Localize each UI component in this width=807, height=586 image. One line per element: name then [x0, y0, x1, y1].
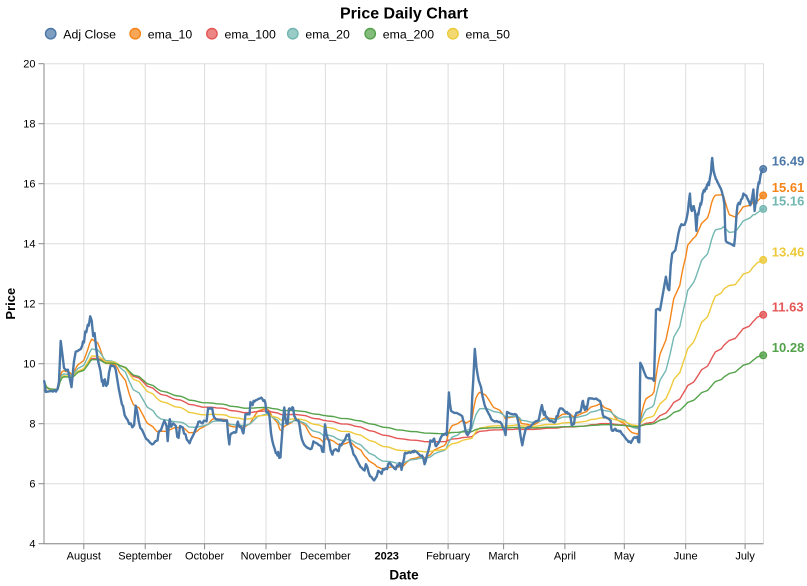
svg-text:September: September	[118, 551, 172, 563]
svg-text:10.28: 10.28	[772, 340, 805, 355]
svg-text:16.49: 16.49	[772, 154, 805, 169]
svg-text:ema_100: ema_100	[225, 28, 276, 42]
svg-text:October: October	[185, 551, 224, 563]
svg-text:12: 12	[23, 299, 35, 311]
svg-text:11.63: 11.63	[772, 299, 804, 314]
svg-text:18: 18	[23, 119, 35, 131]
svg-text:2023: 2023	[374, 551, 398, 563]
svg-text:Price Daily Chart: Price Daily Chart	[340, 6, 469, 23]
svg-text:December: December	[300, 551, 351, 563]
svg-text:ema_50: ema_50	[466, 28, 511, 42]
svg-text:March: March	[488, 551, 519, 563]
svg-text:4: 4	[29, 539, 35, 551]
svg-text:13.46: 13.46	[772, 245, 805, 260]
svg-text:July: July	[735, 551, 755, 563]
svg-text:10: 10	[23, 359, 35, 371]
svg-text:6: 6	[29, 479, 35, 491]
svg-text:14: 14	[23, 239, 35, 251]
svg-text:ema_10: ema_10	[148, 28, 193, 42]
svg-text:20: 20	[23, 59, 35, 71]
svg-text:15.16: 15.16	[772, 194, 805, 209]
svg-text:June: June	[674, 551, 698, 563]
svg-text:May: May	[614, 551, 635, 563]
svg-text:February: February	[426, 551, 471, 563]
svg-text:November: November	[241, 551, 292, 563]
svg-text:August: August	[67, 551, 101, 563]
svg-text:Date: Date	[389, 568, 419, 583]
svg-text:8: 8	[29, 419, 35, 431]
svg-text:Price: Price	[3, 288, 18, 320]
svg-text:16: 16	[23, 179, 35, 191]
svg-text:Adj Close: Adj Close	[63, 28, 116, 42]
svg-text:ema_200: ema_200	[383, 28, 434, 42]
svg-text:April: April	[554, 551, 576, 563]
svg-text:ema_20: ema_20	[305, 28, 350, 42]
svg-text:15.61: 15.61	[772, 180, 805, 195]
